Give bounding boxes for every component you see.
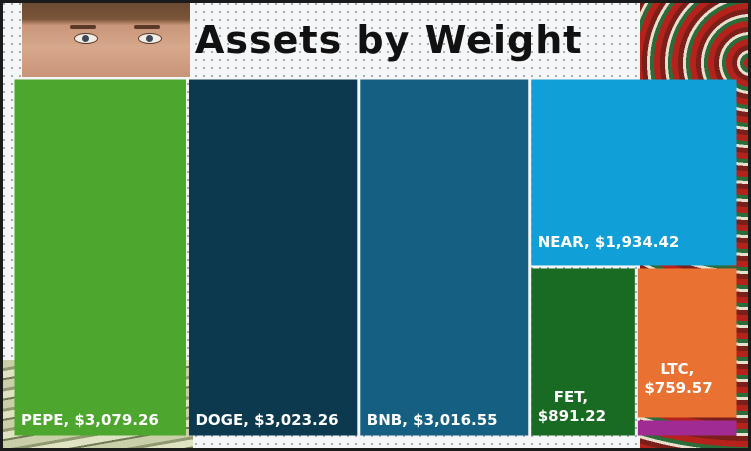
treemap-label-pepe: PEPE, $3,079.26 — [21, 411, 159, 429]
eyebrow-right-icon — [134, 25, 160, 29]
eyebrow-left-icon — [70, 25, 96, 29]
face-photo — [22, 3, 190, 77]
treemap-label-doge: DOGE, $3,023.26 — [195, 411, 338, 429]
treemap-tile-bnb — [360, 79, 529, 436]
eye-right-icon — [138, 33, 162, 44]
treemap-tile-doge — [188, 79, 358, 436]
treemap-label-fet: FET, $891.22 — [538, 388, 606, 425]
eye-left-icon — [74, 33, 98, 44]
treemap-tile-near — [531, 79, 737, 266]
treemap-tile-fet — [531, 268, 635, 436]
treemap-tile-ltc — [637, 268, 737, 418]
chart-title: Assets by Weight — [195, 18, 583, 62]
treemap-label-near: NEAR, $1,934.42 — [538, 233, 680, 251]
treemap-tile-pepe — [14, 79, 186, 436]
treemap-tile-other — [637, 420, 737, 436]
treemap-label-bnb: BNB, $3,016.55 — [367, 411, 498, 429]
treemap-label-ltc: LTC, $759.57 — [644, 360, 712, 397]
